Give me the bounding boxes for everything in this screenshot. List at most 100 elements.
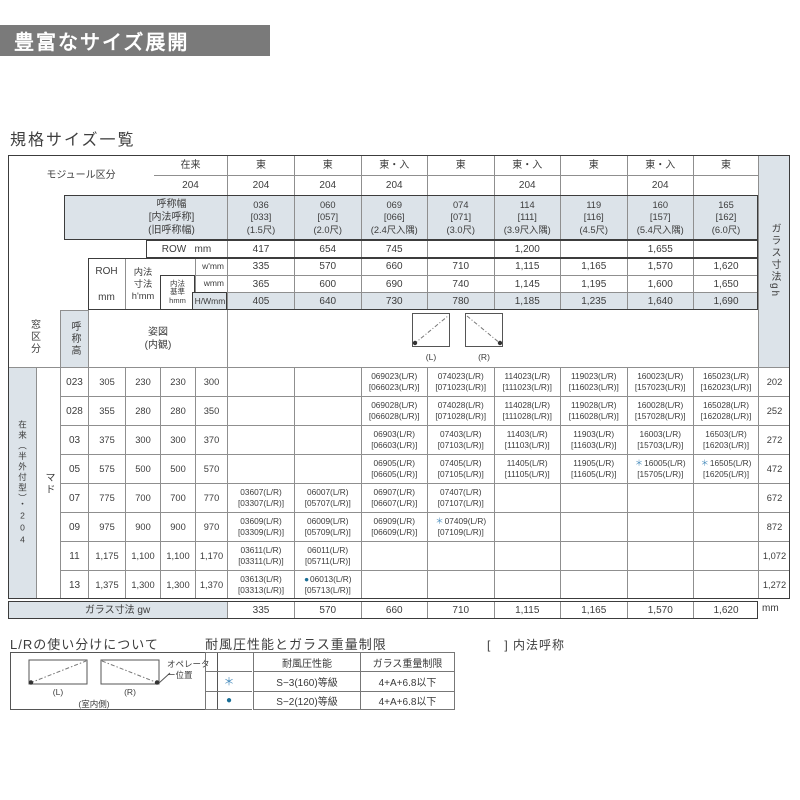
w-value: 365: [227, 275, 294, 292]
code-sub: [05707(L/R)]: [304, 498, 351, 508]
size-code-cell: [360, 541, 427, 570]
sugata-label: 姿図 (内観): [88, 310, 227, 367]
lr-operator-label: オペレーター位置: [167, 659, 210, 680]
size-code-cell: 06905(L/R) [06605(L/R)]: [360, 454, 427, 483]
w-unit-label: wmm: [195, 275, 227, 292]
w-dash-value: 710: [427, 258, 494, 275]
code-sub: [071023(L/R)]: [435, 382, 487, 392]
glass-width-value: 1,570: [626, 601, 694, 619]
h-value: 280: [160, 396, 195, 425]
size-code-cell: 03613(L/R) [03313(L/R)]: [227, 570, 294, 599]
code-main: 160028(L/R): [637, 400, 684, 411]
size-code-cell: [427, 570, 494, 599]
hw-value: 1,185: [493, 292, 560, 310]
glass-height-value: 252: [758, 396, 790, 425]
row-value: [693, 240, 758, 258]
size-code-cell: 11903(L/R) [11603(L/R)]: [560, 425, 627, 454]
code-sub: [066028(L/R)]: [368, 411, 420, 421]
lr-l-label: (L): [52, 687, 64, 697]
size-code-cell: [493, 570, 560, 599]
size-code-cell: [626, 483, 693, 512]
wind-table-title: 耐風圧性能とガラス重量制限: [205, 637, 387, 652]
size-code-cell: 03611(L/R) [03311(L/R)]: [227, 541, 294, 570]
code-sub: [111028(L/R)]: [502, 411, 552, 421]
size-code-cell: 07407(L/R) [07107(L/R)]: [427, 483, 494, 512]
glass-height-value: 1,272: [758, 570, 790, 599]
row-value: 654: [294, 240, 361, 258]
hw-value: 1,235: [560, 292, 627, 310]
code-sub: [16203(L/R)]: [702, 440, 750, 450]
size-code-cell: 06011(L/R) [05711(L/R)]: [294, 541, 361, 570]
code-sub: [07109(L/R)]: [437, 527, 484, 537]
size-code-cell: [227, 425, 294, 454]
code-sub: [03307(L/R)]: [237, 498, 285, 508]
code-main: 06909(L/R): [373, 516, 415, 527]
size-code-cell: 074028(L/R) [071028(L/R)]: [427, 396, 494, 425]
code-sub: [03309(L/R)]: [237, 527, 285, 537]
koshodaka-label-text: 呼称高: [69, 321, 80, 357]
row-value: [427, 240, 494, 258]
code-sub: [03311(L/R)]: [238, 556, 284, 566]
size-code-cell: 11403(L/R) [11103(L/R)]: [493, 425, 560, 454]
code-sub: [162023(L/R)]: [700, 382, 752, 392]
size-code-cell: [560, 570, 627, 599]
h-value: 300: [160, 425, 195, 454]
window-diagram-icon: [465, 313, 503, 347]
size-code-cell: ＊16005(L/R) [15705(L/R)]: [626, 454, 693, 483]
hw-height-value: 300: [195, 367, 227, 396]
code-main: 165023(L/R): [702, 371, 750, 382]
module-mark-204: [427, 175, 494, 195]
w-dash-value: 570: [294, 258, 361, 275]
zairai-hangai-label-text: 在来（半外付型）・204: [17, 420, 28, 547]
lr-r-label: (R): [124, 687, 136, 697]
code-sub: [06605(L/R)]: [371, 469, 418, 479]
code-main: 03609(L/R): [240, 516, 282, 527]
roh-value: 355: [88, 396, 125, 425]
glass-width-value: 1,620: [693, 601, 758, 619]
row-label: ROW mm: [161, 243, 212, 255]
roh-value: 375: [88, 425, 125, 454]
size-code-cell: [427, 541, 494, 570]
size-code-cell: 16003(L/R) [15703(L/R)]: [626, 425, 693, 454]
roh-value: 305: [88, 367, 125, 396]
code-main: ＊16005(L/R): [634, 458, 686, 469]
glass-width-value: 660: [360, 601, 428, 619]
glass-height-value: 872: [758, 512, 790, 541]
nominal-height: 03: [60, 425, 88, 454]
width-col-header: 165 [162] (6.0尺): [693, 195, 758, 240]
wind-row-perf: S−2(120)等級: [253, 690, 360, 710]
code-main: 16003(L/R): [639, 429, 681, 440]
zairai-hangai-label: 在来（半外付型）・204: [8, 367, 36, 599]
size-code-cell: 119028(L/R) [116028(L/R)]: [560, 396, 627, 425]
glass-width-value: 570: [294, 601, 361, 619]
nominal-height: 05: [60, 454, 88, 483]
roh-value: 575: [88, 454, 125, 483]
module-mark: 東・入: [360, 155, 428, 175]
module-mark-204: 204: [227, 175, 294, 195]
naiho-kijun-label: 内法 基準 hmm: [169, 278, 186, 305]
code-sub: [06609(L/R)]: [371, 527, 418, 537]
hw-height-value: 570: [195, 454, 227, 483]
size-code-cell: 160023(L/R) [157023(L/R)]: [626, 367, 693, 396]
wind-header-perf: 耐風圧性能: [253, 652, 360, 672]
size-code-cell: [493, 512, 560, 541]
size-code-cell: [560, 483, 627, 512]
w-value: 1,600: [626, 275, 693, 292]
code-main: ＊16505(L/R): [700, 458, 752, 469]
code-main: 06903(L/R): [373, 429, 415, 440]
size-code-cell: 160028(L/R) [157028(L/R)]: [626, 396, 693, 425]
width-col-header: 060 [057] (2.0尺): [294, 195, 361, 240]
code-sub: [11103(L/R)]: [504, 440, 550, 450]
code-main: 06905(L/R): [373, 458, 415, 469]
size-code-cell: ＊16505(L/R) [16205(L/R)]: [693, 454, 758, 483]
lr-legend-title: L/Rの使い分けについて: [10, 637, 159, 652]
size-code-cell: [693, 512, 758, 541]
mado-label: マド: [36, 367, 60, 599]
glass-height-value: 202: [758, 367, 790, 396]
module-mark: 東: [693, 155, 758, 175]
module-mark-204: [693, 175, 758, 195]
mado-label-text: マド: [43, 471, 54, 496]
code-main: ●06013(L/R): [303, 574, 352, 585]
diagram-label: (R): [478, 352, 490, 362]
diagram-label: (L): [425, 352, 437, 362]
